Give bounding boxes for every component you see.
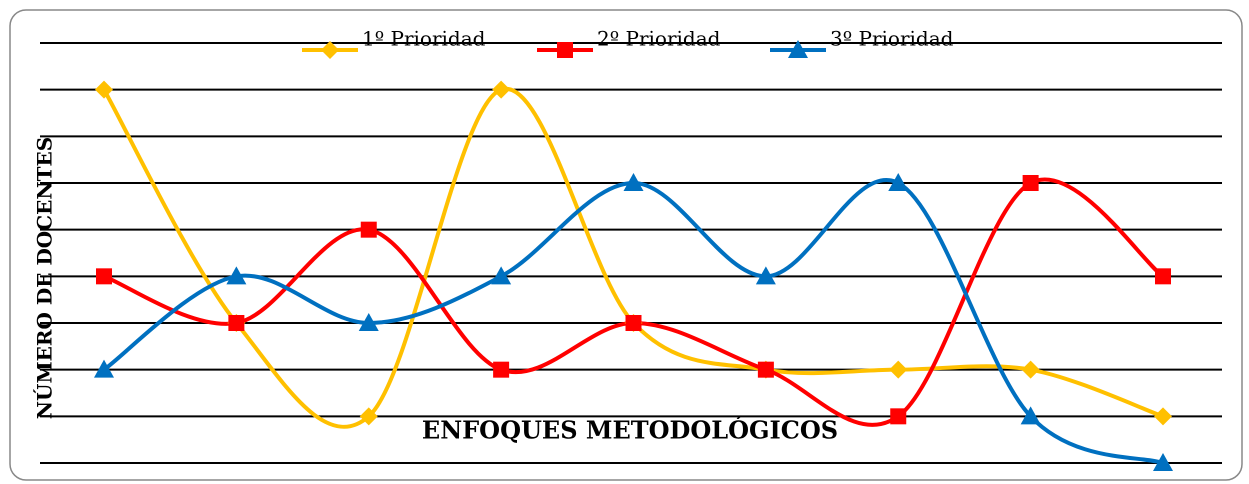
marker xyxy=(493,361,510,378)
marker xyxy=(1020,406,1041,425)
legend-label: 2º Prioridad xyxy=(597,27,721,51)
marker xyxy=(755,266,776,285)
marker xyxy=(321,41,339,59)
marker xyxy=(94,359,114,378)
marker xyxy=(228,315,245,331)
marker xyxy=(788,40,808,58)
marker xyxy=(889,360,908,379)
series-line xyxy=(103,177,1165,427)
marker xyxy=(96,268,112,285)
marker xyxy=(226,266,247,285)
legend: 1º Prioridad 2º Prioridad 3º Prioridad xyxy=(302,27,954,59)
marker xyxy=(1155,268,1171,285)
x-axis-label: ENFOQUES METODOLÓGICOS xyxy=(422,416,838,445)
legend-label: 3º Prioridad xyxy=(830,27,954,51)
plot xyxy=(94,80,1173,471)
marker xyxy=(757,361,774,378)
marker xyxy=(1022,175,1039,191)
marker xyxy=(888,173,909,191)
marker xyxy=(360,221,377,238)
marker xyxy=(359,407,378,426)
marker xyxy=(625,315,642,331)
chart-border xyxy=(9,9,1243,481)
marker xyxy=(1154,407,1172,426)
marker xyxy=(890,408,907,425)
series-line xyxy=(102,178,1164,465)
marker xyxy=(358,313,379,331)
marker xyxy=(95,80,113,99)
marker xyxy=(492,80,511,99)
marker xyxy=(623,173,644,191)
marker xyxy=(491,266,512,285)
marker xyxy=(1021,360,1040,379)
legend-label: 1º Prioridad xyxy=(362,27,486,51)
y-axis-label: NÚMERO DE DOCENTES xyxy=(32,137,57,419)
marker xyxy=(1153,453,1173,471)
series-line xyxy=(102,87,1164,429)
marker xyxy=(557,42,573,58)
